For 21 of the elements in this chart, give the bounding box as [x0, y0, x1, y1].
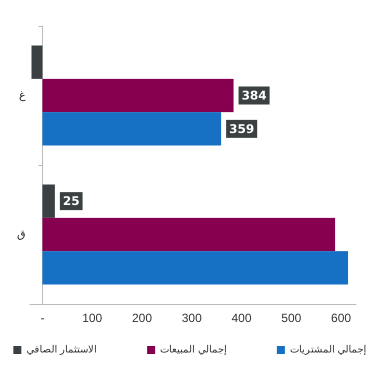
bar	[42, 218, 336, 252]
legend-label: إجمالي المبيعات	[160, 344, 227, 356]
legend-label: الاستثمار الصافي	[26, 344, 98, 356]
legend-label: إجمالي المشتريات	[290, 344, 367, 356]
x-tick-label: 600	[331, 311, 352, 325]
data-label: 359	[229, 122, 254, 136]
bar	[42, 78, 234, 112]
x-tick-label: 100	[82, 311, 103, 325]
x-tick-label: 300	[182, 311, 202, 325]
bar	[42, 184, 55, 218]
x-tick-label: 400	[232, 311, 252, 325]
data-label: 384	[242, 88, 267, 102]
x-tick-label: 200	[132, 311, 152, 325]
bar	[31, 45, 42, 79]
y-tick-label: ق	[17, 228, 26, 240]
bar	[42, 251, 348, 285]
bar	[42, 112, 222, 146]
y-tick-label: غ	[19, 90, 26, 102]
x-tick-label: -	[40, 311, 44, 325]
x-tick-label: 500	[281, 311, 302, 325]
data-label: 25	[62, 194, 80, 208]
